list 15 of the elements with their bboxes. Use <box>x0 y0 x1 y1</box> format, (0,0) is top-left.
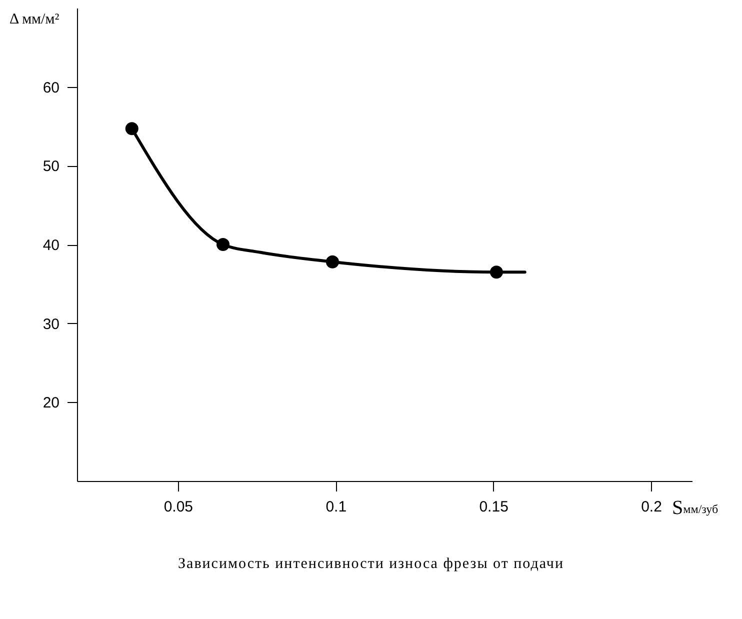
y-tick-label: 20 <box>42 394 60 412</box>
text: Зависимость интенсивности износа фрезы от подачи <box>177 556 565 573</box>
x-tick-label: 0.15 <box>479 498 508 516</box>
point <box>216 238 230 252</box>
y-tick-label: 50 <box>42 158 60 176</box>
point <box>490 266 503 279</box>
y-tick-label: 40 <box>42 237 60 254</box>
x-tick-label: 0.2 <box>641 498 662 516</box>
y-tick-label: 30 <box>42 316 60 333</box>
y-axis-title: Δ мм/м² <box>10 12 60 28</box>
point <box>125 122 138 136</box>
point <box>326 255 339 268</box>
x-tick-label: 0.05 <box>164 498 194 516</box>
y-tick-label: 60 <box>42 79 60 96</box>
x-tick-label: 0.1 <box>326 498 347 516</box>
